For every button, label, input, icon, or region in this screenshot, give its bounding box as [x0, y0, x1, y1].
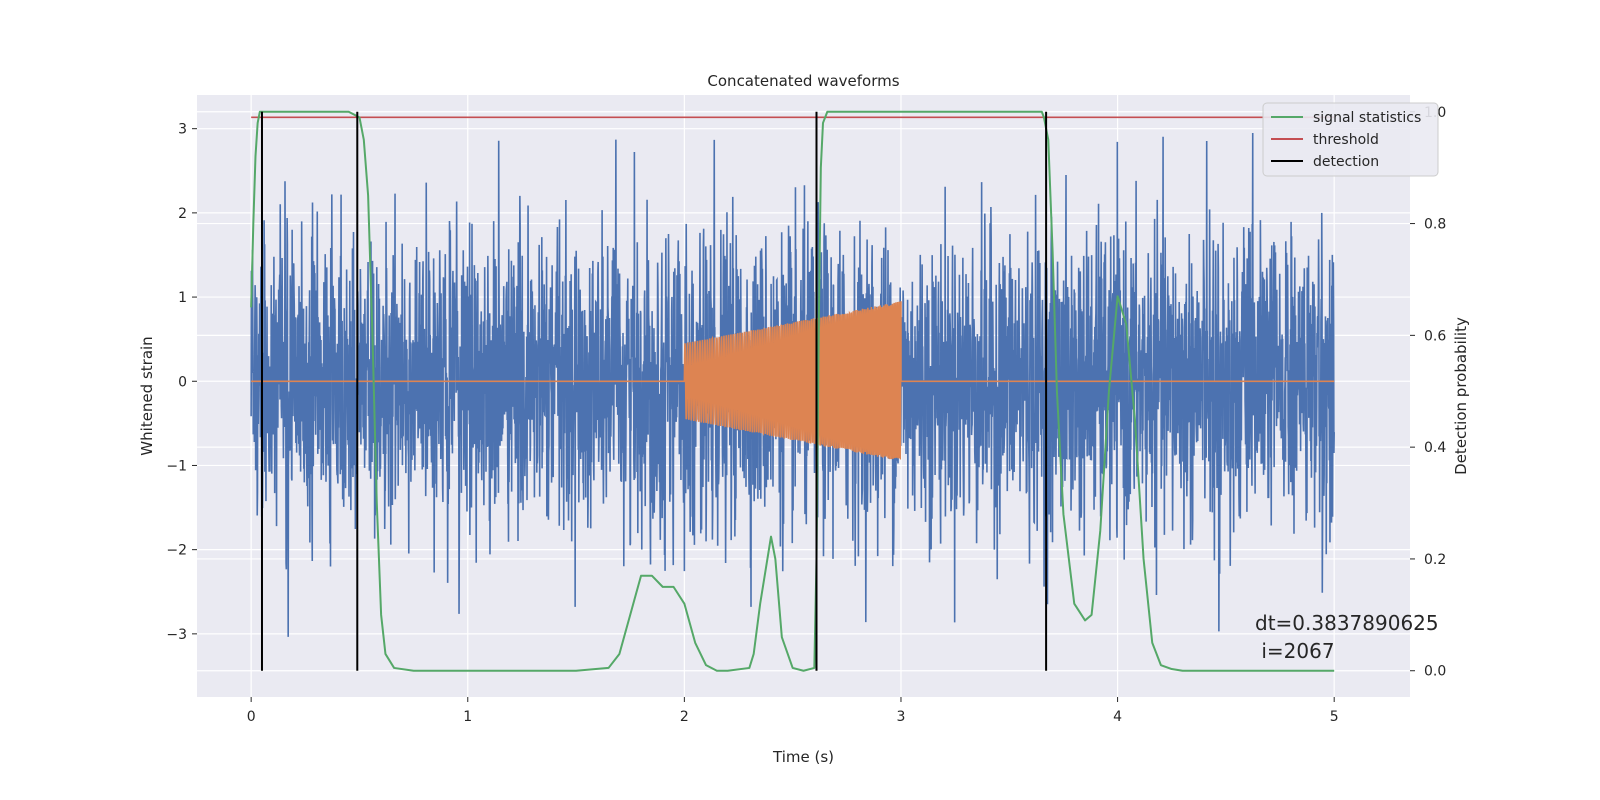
- y-tick-label: −3: [166, 627, 187, 643]
- y-tick-label: 3: [178, 122, 187, 138]
- y2-tick-label: 0.6: [1424, 328, 1446, 344]
- signal-statistics-series: [250, 110, 1335, 672]
- legend-label-detection: detection: [1313, 154, 1379, 170]
- annotation-index: i=2067: [1255, 639, 1335, 663]
- chart-title: Concatenated waveforms: [707, 72, 899, 90]
- x-tick-label: 5: [1330, 709, 1339, 725]
- x-axis-label: Time (s): [772, 748, 834, 766]
- y-tick-label: 0: [178, 374, 187, 390]
- y-tick-label: −1: [166, 458, 187, 474]
- y-axis-label: Whitened strain: [138, 336, 156, 455]
- legend-box: [1262, 102, 1439, 177]
- detection-series: [260, 111, 1048, 671]
- signal-statistics-line: [250, 110, 1335, 672]
- waveform-trace: [251, 301, 1335, 461]
- x-tick-label: 2: [680, 709, 689, 725]
- y2-axis-label: Detection probability: [1452, 317, 1470, 475]
- y2-tick-label: 0.0: [1424, 664, 1446, 680]
- x-tick-label: 3: [897, 709, 906, 725]
- legend: signal statistics threshold detection: [1262, 102, 1439, 177]
- x-tick-label: 1: [463, 709, 472, 725]
- y2-tick-label: 0.2: [1424, 552, 1446, 568]
- legend-label-signal-statistics: signal statistics: [1313, 110, 1421, 126]
- y-tick-label: 2: [178, 206, 187, 222]
- x-tick-label: 4: [1113, 709, 1122, 725]
- annotation-dt: dt=0.3837890625: [1255, 611, 1439, 635]
- waveform-series: [251, 301, 1335, 461]
- legend-label-threshold: threshold: [1313, 132, 1379, 148]
- y2-tick-label: 0.8: [1424, 217, 1446, 233]
- x-tick-label: 0: [247, 709, 256, 725]
- y2-tick-label: 0.4: [1424, 440, 1446, 456]
- y-tick-label: 1: [178, 290, 187, 306]
- y-tick-label: −2: [166, 543, 187, 559]
